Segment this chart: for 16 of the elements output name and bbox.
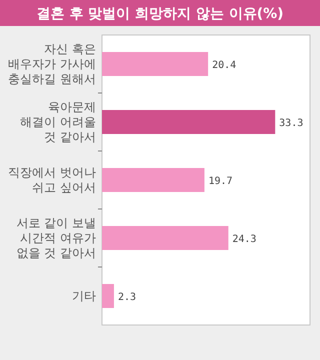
data-label: 2.3 — [118, 292, 136, 303]
data-label: 33.3 — [279, 118, 304, 129]
bar — [102, 226, 228, 250]
data-label: 24.3 — [232, 234, 256, 245]
data-label: 20.4 — [212, 60, 236, 71]
bar — [102, 284, 114, 308]
bar — [102, 52, 208, 76]
chart-title: 결혼 후 맞벌이 희망하지 않는 이유(%) — [36, 6, 284, 22]
y-tick-label: 육아문제 해결이 어려울 것 같아서 — [20, 100, 96, 144]
bar — [102, 168, 204, 192]
bar — [102, 110, 276, 134]
data-label: 19.7 — [208, 176, 233, 187]
y-tick-label: 기타 — [72, 289, 96, 303]
y-tick-label: 서로 같이 보낼 시간적 여유가 없을 것 같아서 — [16, 216, 96, 260]
y-tick-label: 직장에서 벗어나 쉬고 싶어서 — [8, 166, 96, 194]
y-tick-label: 자신 혹은 배우자가 가사에 충실하길 원해서 — [8, 42, 96, 86]
